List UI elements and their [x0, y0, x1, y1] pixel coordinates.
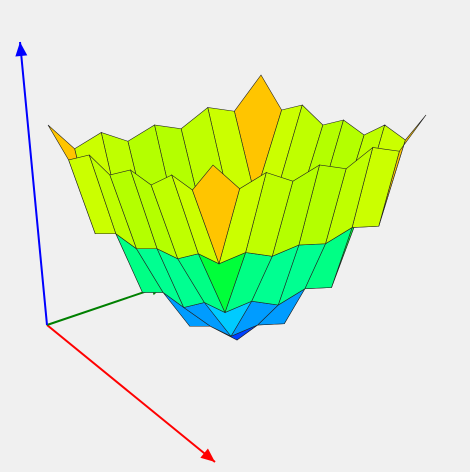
z-axis — [19, 41, 48, 326]
x-axis-arrow — [200, 448, 215, 462]
z-axis-arrow — [15, 42, 28, 57]
x-axis — [46, 324, 216, 463]
surface-cell — [192, 164, 240, 265]
